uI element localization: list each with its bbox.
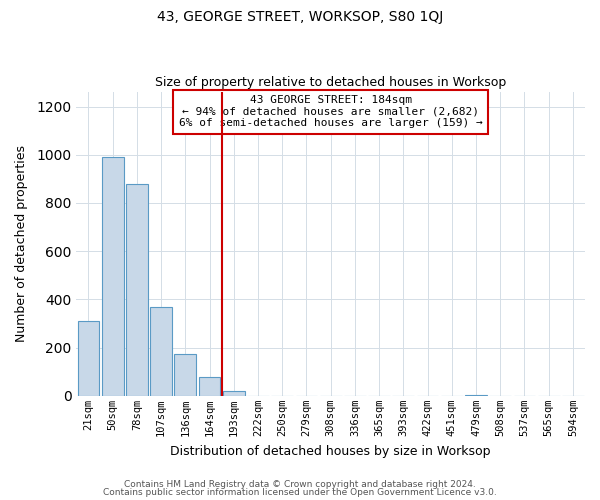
Text: Contains public sector information licensed under the Open Government Licence v3: Contains public sector information licen… [103, 488, 497, 497]
Bar [77, 321, 100, 396]
Bar [102, 157, 124, 396]
Bar [465, 394, 487, 396]
Bar [150, 306, 172, 396]
Bar [199, 376, 220, 396]
Text: 43, GEORGE STREET, WORKSOP, S80 1QJ: 43, GEORGE STREET, WORKSOP, S80 1QJ [157, 10, 443, 24]
Bar [175, 354, 196, 396]
Bar [223, 391, 245, 396]
Text: Contains HM Land Registry data © Crown copyright and database right 2024.: Contains HM Land Registry data © Crown c… [124, 480, 476, 489]
Text: 43 GEORGE STREET: 184sqm
← 94% of detached houses are smaller (2,682)
6% of semi: 43 GEORGE STREET: 184sqm ← 94% of detach… [179, 95, 482, 128]
Bar [126, 184, 148, 396]
Title: Size of property relative to detached houses in Worksop: Size of property relative to detached ho… [155, 76, 506, 90]
X-axis label: Distribution of detached houses by size in Worksop: Distribution of detached houses by size … [170, 444, 491, 458]
Y-axis label: Number of detached properties: Number of detached properties [15, 146, 28, 342]
